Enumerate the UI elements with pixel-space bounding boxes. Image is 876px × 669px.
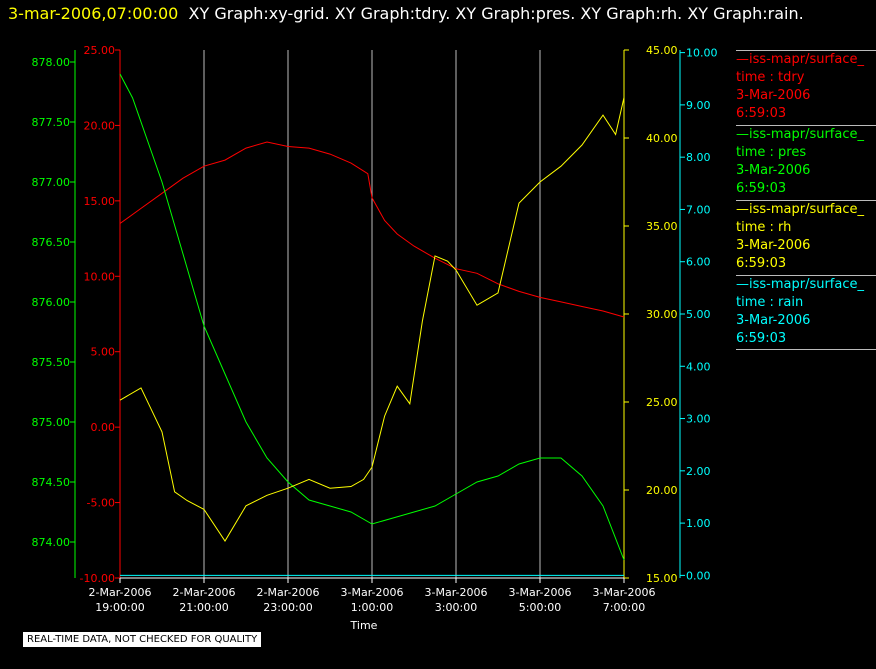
- legend-date: 3-Mar-2006: [736, 313, 811, 328]
- legend-time: 6:59:03: [736, 331, 787, 346]
- rain-tick-label: 2.00: [686, 465, 711, 478]
- rain-tick-label: 0.00: [686, 569, 711, 582]
- pres-tick-label: 876.50: [32, 236, 71, 249]
- header-timestamp: 3-mar-2006,07:00:00: [8, 4, 179, 23]
- legend-source: —iss-mapr/surface_: [736, 127, 865, 142]
- quality-notice: REAL-TIME DATA, NOT CHECKED FOR QUALITY: [22, 631, 263, 648]
- legend-source: —iss-mapr/surface_: [736, 52, 865, 67]
- rain-tick-label: 10.00: [686, 47, 718, 60]
- pres-tick-label: 877.50: [32, 116, 71, 129]
- legend-time: 6:59:03: [736, 256, 787, 271]
- rh-tick-label: 40.00: [646, 132, 678, 145]
- tdry-tick-label: 20.00: [84, 119, 116, 132]
- rain-tick-label: 3.00: [686, 413, 711, 426]
- chart-header: 3-mar-2006,07:00:00 XY Graph:xy-grid. XY…: [8, 4, 804, 23]
- x-tick-label: 3-Mar-2006 3:00:00: [425, 586, 488, 614]
- tdry-tick-label: -10.00: [80, 572, 115, 585]
- rh-series-line: [119, 97, 625, 542]
- legend-date: 3-Mar-2006: [736, 238, 811, 253]
- pres-series-line: [119, 73, 625, 561]
- tdry-tick-label: -5.00: [87, 497, 115, 510]
- rain-tick-label: 4.00: [686, 360, 711, 373]
- tdry-tick-label: 10.00: [84, 270, 116, 283]
- rain-tick-label: 8.00: [686, 151, 711, 164]
- tdry-tick-label: 25.00: [84, 44, 116, 57]
- rh-tick-label: 45.00: [646, 44, 678, 57]
- legend-name: time : rain: [736, 295, 804, 310]
- legend-entry-rain: —iss-mapr/surface_time : rain 3-Mar-2006 6…: [736, 275, 876, 350]
- x-tick-label: 3-Mar-2006 1:00:00: [341, 586, 404, 614]
- legend-time: 6:59:03: [736, 181, 787, 196]
- legend-entry-rh: —iss-mapr/surface_time : rh 3-Mar-2006 6:5…: [736, 200, 876, 273]
- legend: —iss-mapr/surface_ time : tdry 3-Mar-2006 6…: [736, 50, 876, 352]
- header-graph-list: XY Graph:xy-grid. XY Graph:tdry. XY Grap…: [188, 4, 804, 23]
- legend-source: —iss-mapr/surface_: [736, 202, 865, 217]
- legend-entry-pres: —iss-mapr/surface_time : pres 3-Mar-2006 6…: [736, 125, 876, 198]
- legend-date: 3-Mar-2006: [736, 88, 811, 103]
- tdry-tick-label: 5.00: [91, 346, 116, 359]
- pres-tick-label: 877.00: [32, 176, 71, 189]
- x-tick-label: 2-Mar-2006 21:00:00: [173, 586, 236, 614]
- tdry-tick-label: 15.00: [84, 195, 116, 208]
- rh-tick-label: 30.00: [646, 308, 678, 321]
- legend-name: time : rh: [736, 220, 792, 235]
- pres-tick-label: 874.50: [32, 476, 71, 489]
- x-tick-label: 2-Mar-2006 19:00:00: [89, 586, 152, 614]
- pres-tick-label: 874.00: [32, 536, 71, 549]
- legend-name: time : pres: [736, 145, 807, 160]
- pres-tick-label: 875.00: [32, 416, 71, 429]
- pres-tick-label: 876.00: [32, 296, 71, 309]
- tdry-tick-label: 0.00: [91, 421, 116, 434]
- legend-time: 6:59:03: [736, 106, 787, 121]
- rain-tick-label: 7.00: [686, 203, 711, 216]
- x-tick-label: 3-Mar-2006 7:00:00: [593, 586, 656, 614]
- rain-tick-label: 6.00: [686, 256, 711, 269]
- pres-tick-label: 878.00: [32, 56, 71, 69]
- x-tick-label: 2-Mar-2006 23:00:00: [257, 586, 320, 614]
- pres-tick-label: 875.50: [32, 356, 71, 369]
- rh-tick-label: 35.00: [646, 220, 678, 233]
- legend-date: 3-Mar-2006: [736, 163, 811, 178]
- rain-tick-label: 5.00: [686, 308, 711, 321]
- legend-name: time : tdry: [736, 70, 805, 85]
- x-axis-label: Time: [350, 619, 378, 632]
- rh-tick-label: 20.00: [646, 484, 678, 497]
- rh-tick-label: 25.00: [646, 396, 678, 409]
- rh-tick-label: 15.00: [646, 572, 678, 585]
- tdry-series-line: [119, 141, 625, 318]
- rain-tick-label: 9.00: [686, 99, 711, 112]
- rain-tick-label: 1.00: [686, 517, 711, 530]
- x-tick-label: 3-Mar-2006 5:00:00: [509, 586, 572, 614]
- legend-source: —iss-mapr/surface_: [736, 277, 865, 292]
- legend-entry-tdry: —iss-mapr/surface_time : tdry 3-Mar-2006 6…: [736, 50, 876, 123]
